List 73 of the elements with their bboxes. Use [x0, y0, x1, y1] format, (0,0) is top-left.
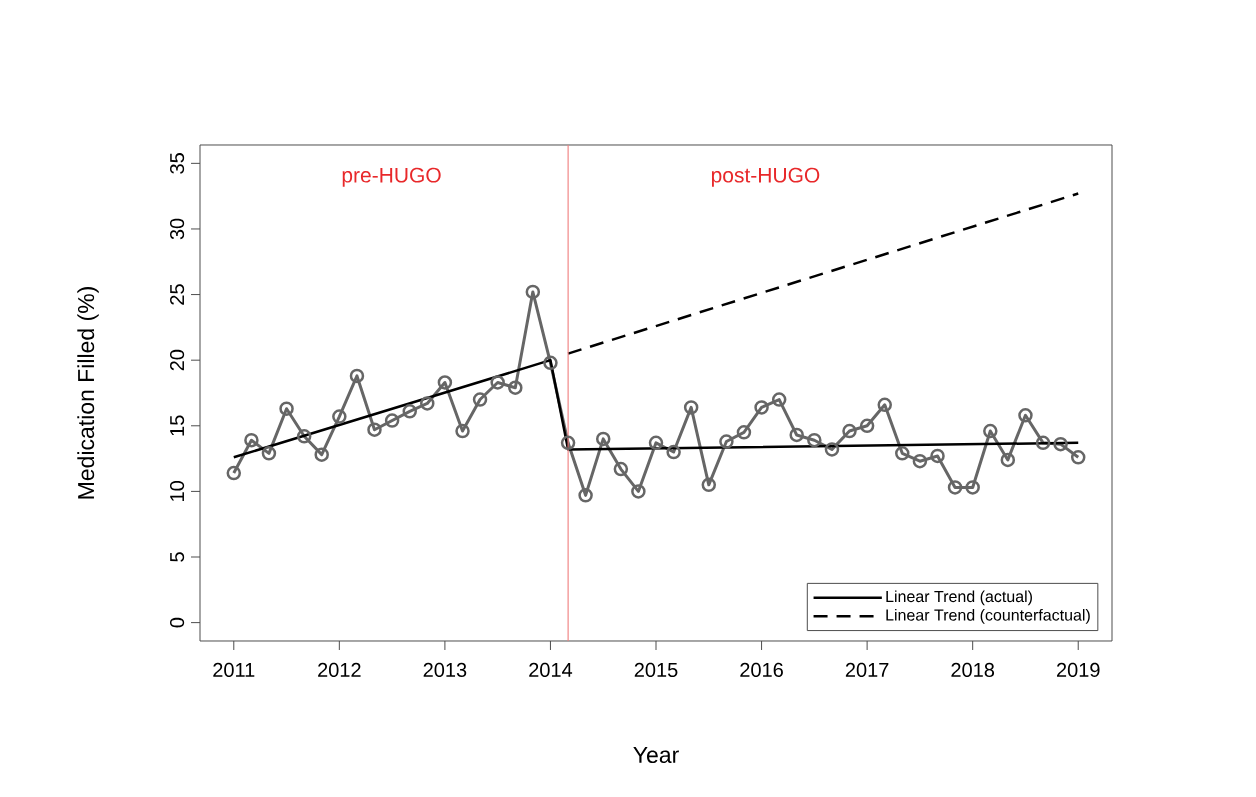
point [824, 442, 840, 457]
x-tick-label: 2018 [951, 662, 995, 678]
point [226, 465, 242, 481]
point [525, 284, 541, 300]
point [771, 392, 787, 407]
line-series [232, 358, 1080, 459]
point [1053, 436, 1068, 452]
point [736, 425, 752, 440]
y-tick-label: 25 [170, 284, 185, 305]
point [719, 434, 734, 449]
y-tick-label: 5 [170, 552, 185, 562]
x-tick-label: 2012 [318, 662, 361, 678]
point [701, 477, 717, 493]
point [683, 400, 699, 415]
legend-label: Linear Trend (actual) [886, 590, 1032, 606]
point [613, 461, 629, 477]
point [455, 423, 470, 439]
point [965, 480, 980, 495]
point [402, 404, 417, 419]
point [789, 427, 804, 443]
point [877, 397, 892, 413]
point [895, 446, 910, 461]
x-tick-label: 2011 [213, 662, 255, 678]
point [1018, 408, 1033, 423]
point [947, 480, 963, 495]
point [296, 429, 312, 444]
x-tick-label: 2019 [1056, 662, 1100, 678]
point [314, 447, 329, 462]
point [279, 401, 294, 416]
point [807, 432, 822, 448]
y-tick-label: 0 [170, 617, 185, 628]
point [595, 431, 611, 447]
point [349, 368, 365, 384]
point [472, 392, 488, 407]
x-tick-label: 2017 [845, 662, 889, 678]
y-tick-label: 15 [170, 415, 185, 436]
y-axis-title: Medication Filled (%) [77, 287, 99, 499]
point [384, 413, 400, 428]
point [983, 423, 998, 439]
point [578, 488, 593, 503]
point [261, 446, 277, 461]
point [332, 409, 347, 424]
y-tick-label: 10 [170, 481, 185, 501]
point [1000, 452, 1016, 468]
point [560, 435, 576, 451]
y-tick-label: 20 [170, 349, 185, 371]
point [648, 435, 664, 451]
annotation: pre-HUGO [342, 167, 441, 187]
point [631, 484, 646, 499]
point [1035, 435, 1051, 451]
x-tick-label: 2014 [529, 662, 573, 678]
point [842, 423, 857, 439]
x-tick-label: 2013 [423, 662, 467, 678]
point [912, 453, 928, 469]
x-axis-title: Year [633, 746, 679, 763]
annotation: post-HUGO [711, 167, 820, 187]
point [490, 375, 505, 390]
point [666, 444, 681, 460]
point [543, 355, 558, 371]
point [859, 418, 875, 434]
x-tick-label: 2015 [634, 662, 678, 678]
point [420, 396, 435, 411]
point [367, 422, 382, 437]
point [437, 375, 453, 390]
y-tick-label: 35 [170, 153, 185, 174]
point [244, 432, 259, 448]
point [754, 400, 769, 415]
x-tick-label: 2016 [740, 662, 783, 678]
point [508, 380, 523, 395]
point [930, 448, 945, 464]
point [1070, 450, 1086, 465]
y-tick-label: 30 [170, 218, 185, 240]
legend-label: Linear Trend (counterfactual) [886, 608, 1090, 624]
